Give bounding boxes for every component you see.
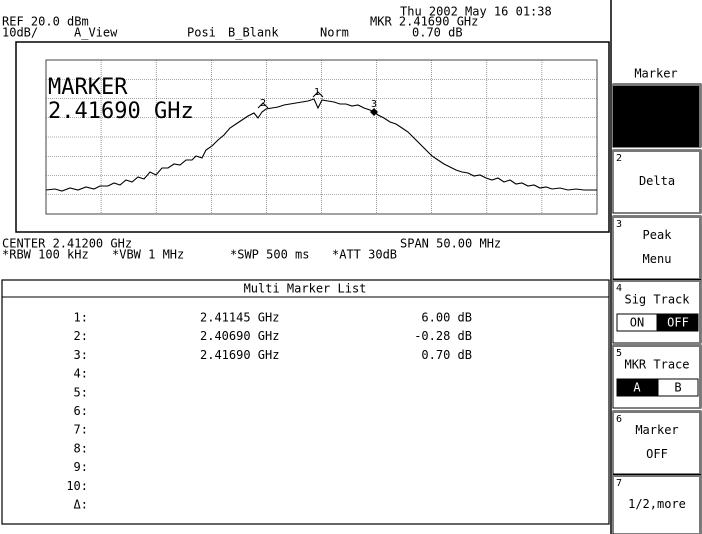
grid <box>46 60 597 214</box>
softkey <box>612 279 702 344</box>
view-a: A_View <box>74 26 118 40</box>
toggle-label: A <box>633 381 641 395</box>
softkey-number: 4 <box>616 283 622 294</box>
softkey-label: Menu <box>643 252 672 266</box>
softkey-bevel <box>613 216 701 279</box>
toggle-label: ON <box>630 316 644 330</box>
datetime: Thu 2002 May 16 01:38 <box>400 5 552 19</box>
softkey-number: 5 <box>616 348 622 359</box>
attenuation: *ATT 30dB <box>332 248 397 262</box>
marker-number: Δ: <box>74 498 88 512</box>
marker-frequency: 2.41690 GHz <box>200 348 279 362</box>
softkey-bevel <box>613 84 701 147</box>
vbw: *VBW 1 MHz <box>112 248 184 262</box>
toggle-option <box>657 313 699 332</box>
marker-number: 9: <box>74 460 88 474</box>
marker-level: -0.28 dB <box>414 329 472 343</box>
softkey-label: Sig Track <box>624 293 690 307</box>
marker-frequency: 2.40690 GHz <box>200 329 279 343</box>
softkey-number: 1 <box>616 87 622 98</box>
softkey-label: Marker <box>635 423 678 437</box>
marker-symbol <box>257 91 324 109</box>
marker-level: 0.70 dB <box>421 348 472 362</box>
trace <box>45 98 597 192</box>
marker-title: MARKER <box>48 75 128 100</box>
norm: Norm <box>320 26 349 40</box>
list-frame <box>1 279 610 525</box>
softkey <box>612 410 702 475</box>
marker-number: 1: <box>74 311 88 325</box>
posi: Posi <box>187 26 216 40</box>
softkey-number: 6 <box>616 414 622 425</box>
marker-number: 5: <box>74 385 88 399</box>
softkey <box>612 149 702 214</box>
list-title: Multi Marker List <box>244 282 367 296</box>
softkey-bevel <box>613 280 701 343</box>
softkey-number: 3 <box>616 219 622 230</box>
marker-number: 8: <box>74 441 88 455</box>
toggle-option <box>657 378 699 397</box>
toggle-option <box>616 378 658 397</box>
toggle-option <box>616 313 658 332</box>
marker-label: 1 <box>314 87 320 98</box>
marker-level: 6.00 dB <box>421 311 472 325</box>
menu-title: Marker <box>634 67 677 81</box>
softkey-label: Delta <box>639 174 675 188</box>
toggle-label: OFF <box>667 316 689 330</box>
marker-number: 4: <box>74 367 88 381</box>
softkey-label: OFF <box>646 447 668 461</box>
marker-number: 6: <box>74 404 88 418</box>
center-frequency: CENTER 2.41200 GHz <box>2 237 132 251</box>
marker-label: 3 <box>371 99 377 110</box>
marker-number: 2: <box>74 329 88 343</box>
sweep: *SWP 500 ms <box>230 248 309 262</box>
softkey-label: Normal <box>635 108 678 122</box>
softkey-label: Peak <box>643 228 673 242</box>
scale: 10dB/ <box>2 26 38 40</box>
softkey-label: MKR Trace <box>624 358 689 372</box>
marker-value: 2.41690 GHz <box>48 99 194 124</box>
active-marker-symbol <box>370 108 378 116</box>
graph-area <box>45 59 598 215</box>
ref-level: REF 20.0 dBm <box>2 15 89 29</box>
view-b: B_Blank <box>228 26 279 40</box>
softkey-number: 2 <box>616 153 622 164</box>
softkey-bevel <box>613 411 701 474</box>
marker-label: 2 <box>260 98 266 109</box>
softkey <box>612 344 702 409</box>
marker-frequency: MKR 2.41690 GHz <box>370 15 478 29</box>
toggle-label: B <box>674 381 681 395</box>
marker-number: 7: <box>74 423 88 437</box>
rbw: *RBW 100 kHz <box>2 248 89 262</box>
softkey-bevel <box>613 150 701 213</box>
graph-frame <box>15 41 610 233</box>
marker-number: 3: <box>74 348 88 362</box>
softkey <box>612 83 702 148</box>
softkey-bevel <box>613 475 701 534</box>
softkey-number: 7 <box>616 478 622 489</box>
marker-frequency: 2.41145 GHz <box>200 311 279 325</box>
softkey <box>612 215 702 280</box>
span: SPAN 50.00 MHz <box>400 237 501 251</box>
softkey <box>612 474 702 534</box>
marker-level: 0.70 dB <box>412 26 463 40</box>
softkey-label: 1/2,more <box>628 497 686 511</box>
marker-number: 10: <box>66 479 88 493</box>
softkey-bevel <box>613 345 701 408</box>
